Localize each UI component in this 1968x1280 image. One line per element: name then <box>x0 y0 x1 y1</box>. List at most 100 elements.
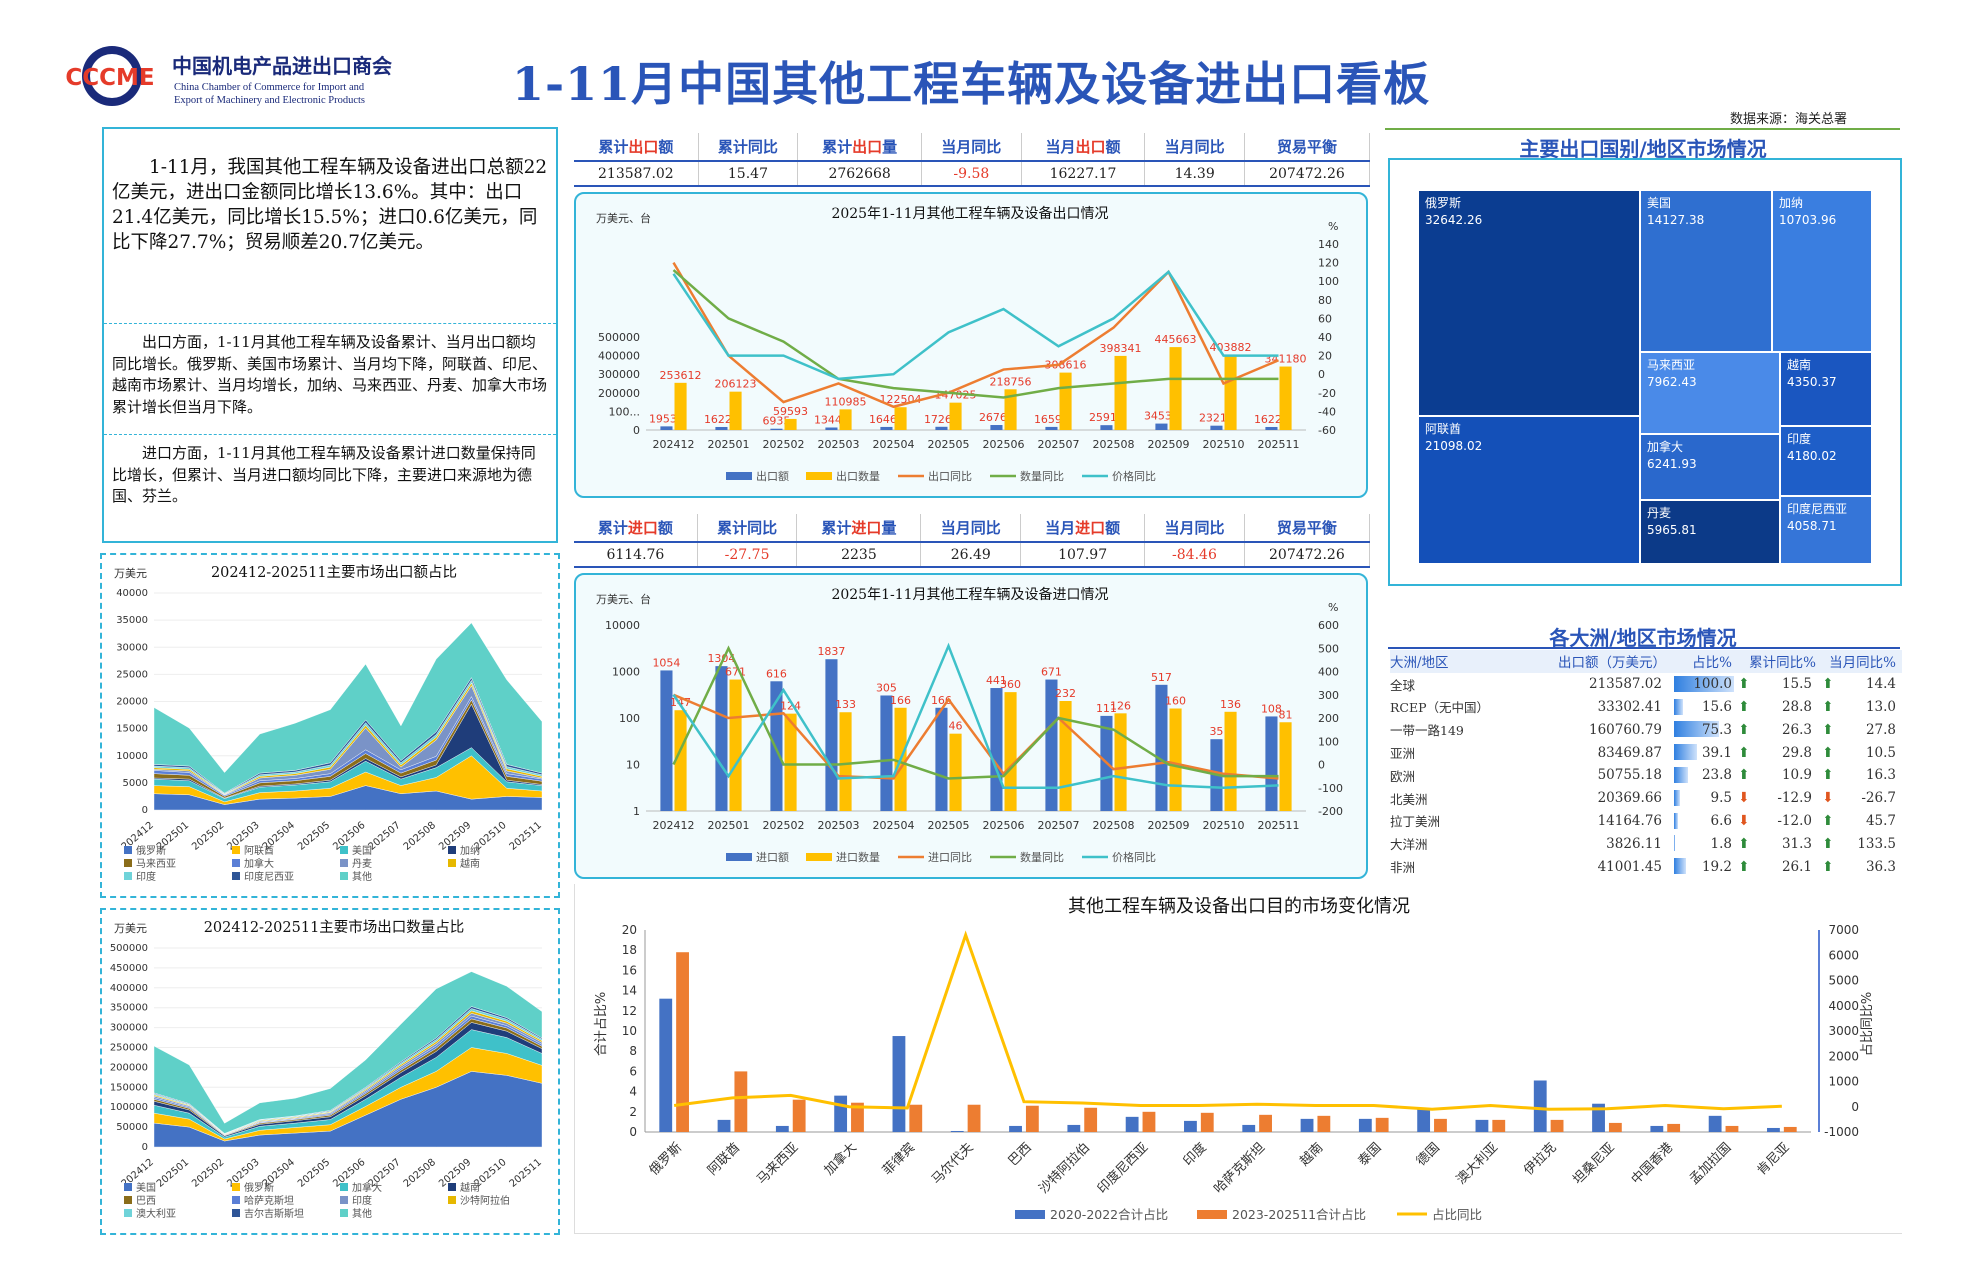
region-ytd-growth: ⬆ 10.9 <box>1738 764 1822 787</box>
treemap-cell: 印度尼西亚 4058.71 <box>1780 496 1872 564</box>
continents-row: 一带一路149 160760.79 75.3 ⬆ 26.3 ⬆ 27.8 <box>1390 718 1902 741</box>
legend-label: 加纳 <box>460 844 480 857</box>
market-value-area-panel: 万美元 202412-202511主要市场出口额占比 40000 35000 30000… <box>100 553 560 898</box>
x-tick-label: 202507 <box>1038 438 1080 451</box>
export-kpi-value: 15.47 <box>698 160 799 187</box>
summary-divider-2 <box>104 434 556 435</box>
legend-swatch <box>448 1196 456 1204</box>
bar-2020-2022 <box>834 1095 848 1132</box>
bar-value <box>825 659 838 811</box>
region-name: 亚洲 <box>1390 746 1416 762</box>
arrow-up-icon: ⬆ <box>1822 698 1834 715</box>
import-kpi: 累计进口额 累计同比 累计进口量 当月同比 当月进口额 当月同比 贸易平衡 6114.76-… <box>574 514 1371 568</box>
left-tick-label: 0 <box>633 424 640 437</box>
logo: CCCME <box>62 44 158 108</box>
bar-2020-2022 <box>1184 1120 1197 1132</box>
kpi-header-accent: 出口 <box>1075 138 1106 156</box>
data-label: 166 <box>890 694 911 707</box>
arrow-up-icon: ⬆ <box>1822 858 1834 875</box>
treemap-cell-name: 美国 <box>1647 196 1672 210</box>
bar-2023-202511 <box>1725 1125 1739 1132</box>
right-tick-label: 400 <box>1318 666 1339 679</box>
month-value: 27.8 <box>1865 721 1896 738</box>
share-databar <box>1674 675 1734 692</box>
data-label: 136 <box>1220 698 1241 711</box>
summary-panel: 1-11月，我国其他工程车辆及设备进出口总额22亿美元，进出口金额同比增长13.… <box>102 127 558 543</box>
legend-label: 加拿大 <box>244 857 274 870</box>
bar-value <box>715 666 728 811</box>
y-tick-label: 0 <box>142 1142 148 1153</box>
left-tick-label: 10 <box>622 1024 637 1038</box>
right-tick-label: 6000 <box>1828 948 1859 962</box>
x-tick-label: 坦桑尼亚 <box>1570 1140 1617 1187</box>
left-tick-label: 18 <box>622 943 637 957</box>
data-label: 108 <box>1261 702 1282 715</box>
bar-value <box>1210 425 1223 430</box>
data-label: 517 <box>1151 671 1172 684</box>
bar-quantity <box>1169 708 1182 811</box>
legend-label: 马来西亚 <box>136 858 176 870</box>
series-line <box>672 645 1279 780</box>
legend-label: 价格同比 <box>1112 850 1156 864</box>
arrow-up-icon: ⬆ <box>1822 767 1834 784</box>
right-tick-label: -200 <box>1318 805 1343 818</box>
left-tick-label: 4 <box>629 1085 637 1099</box>
legend-label: 数量同比 <box>1020 470 1064 483</box>
bar-2023-202511 <box>1259 1114 1272 1132</box>
right-tick-label: 140 <box>1318 238 1339 251</box>
region-ytd-growth: ⬆ 26.3 <box>1738 718 1822 741</box>
left-tick-label: 200000 <box>598 387 640 400</box>
continents-row: 非洲 41001.45 19.2 ⬆ 26.1 ⬆ 36.3 <box>1390 855 1902 878</box>
import-kpi-header: 当月同比 <box>1144 514 1245 542</box>
bar-quantity <box>674 710 687 811</box>
x-tick-label: 202511 <box>508 1157 544 1190</box>
right-tick-label: 40 <box>1318 331 1332 344</box>
arrow-up-icon: ⬆ <box>1738 744 1750 761</box>
bar-2023-202511 <box>734 1071 748 1132</box>
x-tick-label: 越南 <box>1297 1140 1327 1170</box>
left-tick-label: 100 <box>619 712 640 725</box>
left-axis-unit: 万美元、台 <box>596 211 651 225</box>
x-tick-label: 俄罗斯 <box>647 1140 685 1178</box>
region-ytd-growth: ⬇ -12.0 <box>1738 810 1822 833</box>
ytd-value: 26.1 <box>1781 858 1812 875</box>
y-tick-label: 25000 <box>116 669 148 680</box>
export-chart-panel: 2025年1-11月其他工程车辆及设备出口情况 万美元、台% 500000 40000… <box>574 192 1368 498</box>
right-tick-label: 0 <box>1318 759 1325 772</box>
month-value: 45.7 <box>1865 812 1896 829</box>
treemap-cell: 俄罗斯 32642.26 <box>1418 190 1640 416</box>
share-databar <box>1674 835 1676 852</box>
bar-2020-2022 <box>950 1130 964 1132</box>
data-label: 1304 <box>707 652 735 665</box>
share-value: 1.8 <box>1710 835 1732 852</box>
legend-label: 进口额 <box>756 851 789 864</box>
data-label: 305 <box>876 681 897 694</box>
region-share: 39.1 <box>1672 741 1738 764</box>
legend-label: 出口额 <box>756 469 789 483</box>
import-kpi-header: 累计进口额 <box>574 514 698 542</box>
data-label: 126 <box>1110 699 1131 712</box>
treemap-cell-value: 5965.81 <box>1647 523 1697 537</box>
y-tick-label: 35000 <box>116 615 148 626</box>
share-value: 19.2 <box>1701 858 1732 875</box>
region-name: 非洲 <box>1390 860 1416 876</box>
export-monthly-chart: 2025年1-11月其他工程车辆及设备出口情况 万美元、台% 500000 40000… <box>596 205 1339 483</box>
arrow-up-icon: ⬆ <box>1822 835 1834 852</box>
x-tick-label: 马尔代夫 <box>929 1140 976 1187</box>
region-export-value: 33302.41 <box>1597 698 1662 715</box>
import-kpi-table: 累计进口额 累计同比 累计进口量 当月同比 当月进口额 当月同比 贸易平衡 6114.76-… <box>574 514 1371 568</box>
x-tick-label: 菲律宾 <box>879 1140 918 1179</box>
region-name: 全球 <box>1390 677 1416 693</box>
x-tick-label: 伊拉克 <box>1521 1140 1559 1178</box>
kpi-header-part: 累计同比 <box>717 519 778 537</box>
share-databar <box>1674 858 1686 875</box>
data-label: 232 <box>1055 687 1076 700</box>
continents-row: 北美洲 20369.66 9.5 ⬇ -12.9 ⬇ -26.7 <box>1390 787 1902 810</box>
region-share: 15.6 <box>1672 696 1738 719</box>
bar-value <box>1265 716 1278 811</box>
kpi-header-part: 量 <box>882 138 898 156</box>
import-chart-panel: 2025年1-11月其他工程车辆及设备进口情况 万美元、台% 10000 1000 10… <box>574 573 1368 879</box>
region-name: 大洋洲 <box>1390 837 1428 853</box>
right-tick-label: 5000 <box>1828 974 1859 988</box>
kpi-header-accent: 出口 <box>628 138 659 156</box>
